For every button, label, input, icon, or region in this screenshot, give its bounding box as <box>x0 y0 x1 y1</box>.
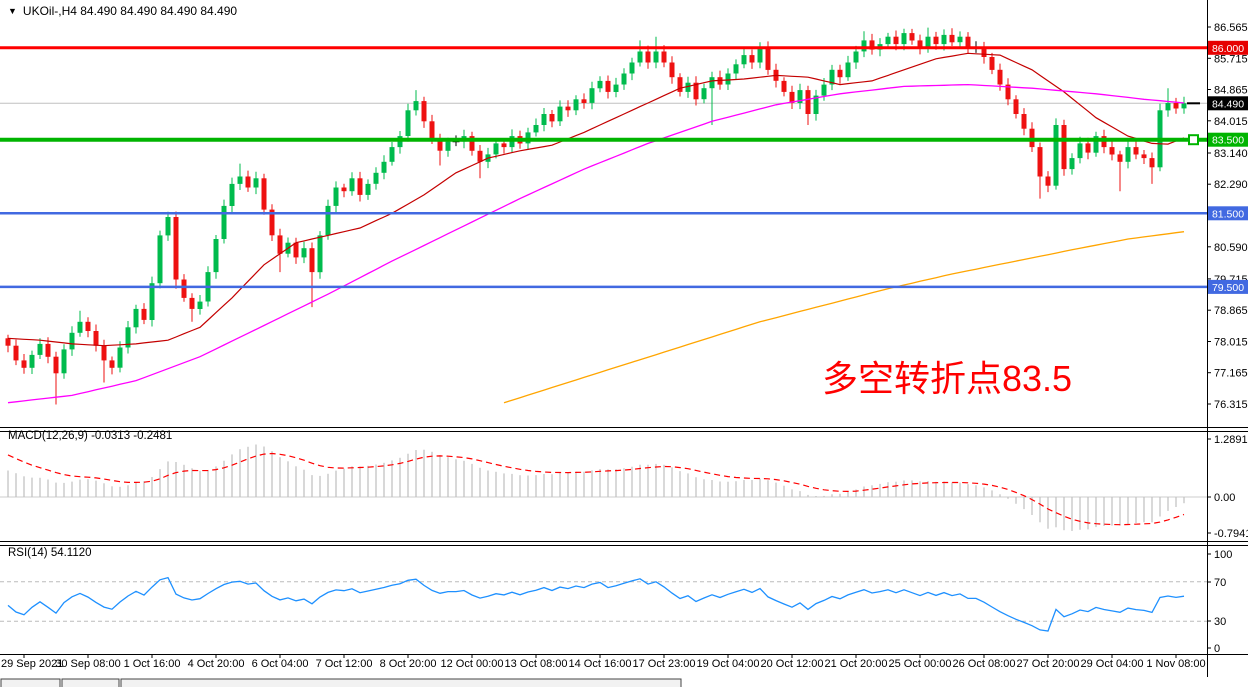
svg-text:84.865: 84.865 <box>1214 85 1248 97</box>
symbol-ohlc-header: ▼ UKOil-,H4 84.490 84.490 84.490 84.490 <box>8 4 237 18</box>
svg-text:76.315: 76.315 <box>1214 399 1248 411</box>
chart-tab[interactable] <box>61 678 120 687</box>
svg-text:1.2891: 1.2891 <box>1214 434 1248 446</box>
symbol-dropdown-icon: ▼ <box>8 6 17 16</box>
svg-text:100: 100 <box>1214 549 1232 561</box>
price-badge <box>1208 279 1248 294</box>
ma-mid-magenta-line <box>7 83 1185 404</box>
svg-text:84.490: 84.490 <box>1212 98 1244 110</box>
svg-text:13 Oct 08:00: 13 Oct 08:00 <box>505 658 568 670</box>
svg-text:79.500: 79.500 <box>1212 282 1244 294</box>
svg-text:6 Oct 04:00: 6 Oct 04:00 <box>252 658 309 670</box>
macd-panel <box>7 444 1185 531</box>
svg-text:77.165: 77.165 <box>1214 368 1248 380</box>
last-price-dash <box>1187 102 1200 105</box>
chart-tab[interactable] <box>120 678 682 687</box>
svg-text:26 Oct 08:00: 26 Oct 08:00 <box>953 658 1016 670</box>
price-axis[interactable]: 86.56585.71584.86584.01583.14082.29081.4… <box>1207 0 1248 677</box>
svg-text:29 Sep 2021: 29 Sep 2021 <box>1 658 63 670</box>
ma-slow-orange-line <box>503 231 1185 404</box>
svg-text:80.590: 80.590 <box>1214 242 1248 254</box>
svg-text:1 Oct 16:00: 1 Oct 16:00 <box>124 658 181 670</box>
rsi-line <box>7 576 1185 632</box>
price-badge <box>1208 96 1248 111</box>
svg-text:82.290: 82.290 <box>1214 179 1248 191</box>
svg-text:17 Oct 23:00: 17 Oct 23:00 <box>633 658 696 670</box>
svg-text:12 Oct 00:00: 12 Oct 00:00 <box>441 658 504 670</box>
macd-indicator-label: MACD(12,26,9) -0.0313 -0.2481 <box>8 430 173 442</box>
price-badge <box>1208 40 1248 55</box>
svg-text:29 Oct 04:00: 29 Oct 04:00 <box>1081 658 1144 670</box>
svg-text:86.565: 86.565 <box>1214 22 1248 34</box>
svg-text:30 Sep 08:00: 30 Sep 08:00 <box>55 658 120 670</box>
svg-text:4 Oct 20:00: 4 Oct 20:00 <box>188 658 245 670</box>
hline-83.500[interactable] <box>0 134 1207 146</box>
svg-text:14 Oct 16:00: 14 Oct 16:00 <box>569 658 632 670</box>
svg-text:30: 30 <box>1214 616 1226 628</box>
price-badge <box>1208 206 1248 221</box>
chart-tab[interactable] <box>0 678 61 687</box>
svg-text:19 Oct 04:00: 19 Oct 04:00 <box>697 658 760 670</box>
chart-annotation-text[interactable]: 多空转折点83.5 <box>822 358 1073 399</box>
svg-text:0.00: 0.00 <box>1214 492 1235 504</box>
svg-text:20 Oct 12:00: 20 Oct 12:00 <box>761 658 824 670</box>
panel-separators[interactable] <box>0 427 1248 655</box>
svg-text:25 Oct 00:00: 25 Oct 00:00 <box>889 658 952 670</box>
svg-text:83.140: 83.140 <box>1214 148 1248 160</box>
svg-text:70: 70 <box>1214 577 1226 589</box>
svg-text:8 Oct 20:00: 8 Oct 20:00 <box>380 658 437 670</box>
candles-layer <box>5 27 1187 405</box>
svg-text:78.015: 78.015 <box>1214 337 1248 349</box>
svg-text:78.865: 78.865 <box>1214 305 1248 317</box>
svg-text:-0.7941: -0.7941 <box>1214 528 1248 540</box>
svg-text:7 Oct 12:00: 7 Oct 12:00 <box>316 658 373 670</box>
svg-text:0: 0 <box>1214 643 1220 655</box>
svg-text:86.000: 86.000 <box>1212 43 1244 55</box>
price-badge <box>1208 132 1248 147</box>
ma-fast-red-line <box>7 52 1185 347</box>
svg-text:27 Oct 20:00: 27 Oct 20:00 <box>1017 658 1080 670</box>
bottom-tab-bar <box>0 678 682 687</box>
rsi-indicator-label: RSI(14) 54.1120 <box>8 547 92 559</box>
svg-text:84.015: 84.015 <box>1214 116 1248 128</box>
svg-text:81.500: 81.500 <box>1212 208 1244 220</box>
macd-signal-line <box>7 452 1185 526</box>
svg-text:83.500: 83.500 <box>1212 135 1244 147</box>
hline-handle <box>1188 134 1199 146</box>
symbol-ohlc-label: UKOil-,H4 84.490 84.490 84.490 84.490 <box>22 4 238 18</box>
svg-text:85.715: 85.715 <box>1214 53 1248 65</box>
svg-text:21 Oct 20:00: 21 Oct 20:00 <box>825 658 888 670</box>
svg-text:1 Nov 08:00: 1 Nov 08:00 <box>1146 658 1205 670</box>
